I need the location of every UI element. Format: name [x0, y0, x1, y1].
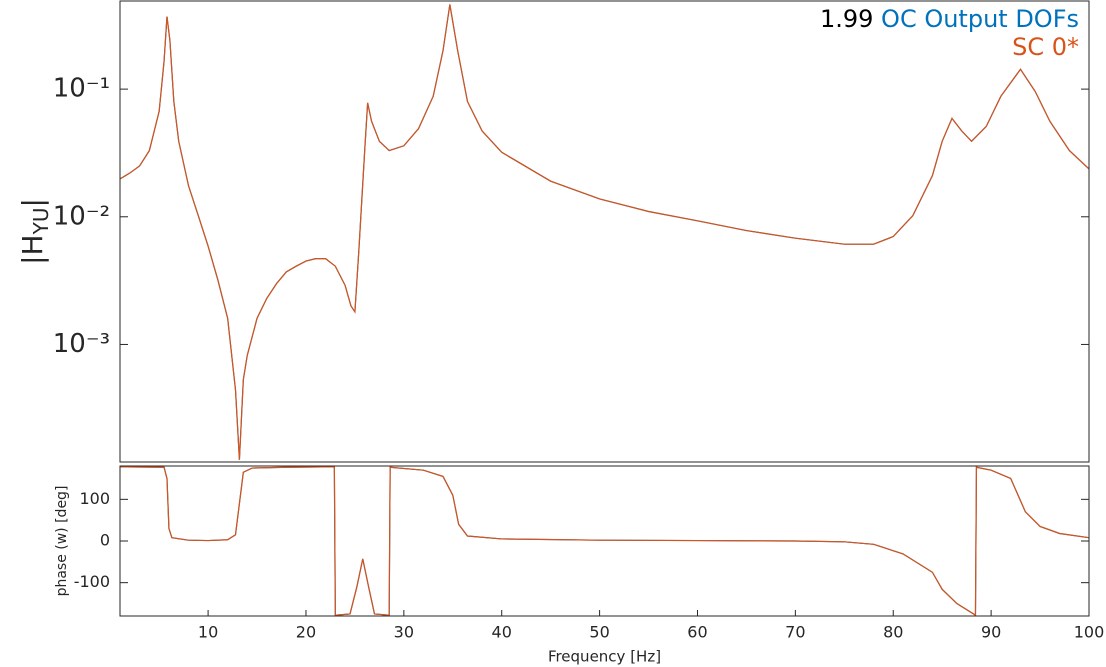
y-tick-label: 10⁻²	[53, 201, 110, 231]
x-tick-label: 70	[785, 623, 805, 642]
x-tick-label: 90	[981, 623, 1001, 642]
y-axis-label-part: |	[16, 198, 49, 207]
y-axis-label-part: |H	[16, 234, 49, 265]
x-axis-label: Frequency [Hz]	[548, 648, 661, 666]
legend-entry: SC 0*	[1012, 33, 1079, 61]
x-tick-label: 100	[1074, 623, 1105, 642]
plot-area	[120, 4, 1089, 460]
y-axis-label: phase (w) [deg]	[54, 486, 70, 597]
x-tick-label: 40	[492, 623, 512, 642]
y-axis-label-part: YU	[29, 208, 53, 236]
x-tick-label: 80	[883, 623, 903, 642]
series-line	[120, 466, 1089, 616]
legend-entry: 1.99 OC Output DOFs	[820, 5, 1079, 33]
legend-label: OC Output DOFs	[881, 5, 1079, 33]
y-tick-label: 10⁻³	[53, 329, 110, 359]
x-tick-label: 10	[198, 623, 218, 642]
x-tick-label: 50	[589, 623, 609, 642]
axes-frame	[119, 465, 1090, 617]
series-line	[120, 466, 1089, 616]
annotation: 1.99	[820, 5, 873, 33]
y-tick-label: 100	[79, 489, 110, 508]
legend-label: SC 0*	[1012, 33, 1079, 61]
series-line	[120, 4, 1089, 460]
y-tick-label: 0	[100, 531, 110, 550]
axes-frame	[119, 0, 1090, 463]
x-tick-label: 20	[296, 623, 316, 642]
x-tick-label: 30	[394, 623, 414, 642]
plot-area	[120, 466, 1089, 616]
series-line	[120, 4, 1089, 460]
y-tick-label: 10⁻¹	[53, 74, 110, 104]
x-tick-label: 60	[687, 623, 707, 642]
y-axis-label: |HYU|	[16, 198, 53, 265]
y-tick-label: -100	[74, 572, 110, 591]
